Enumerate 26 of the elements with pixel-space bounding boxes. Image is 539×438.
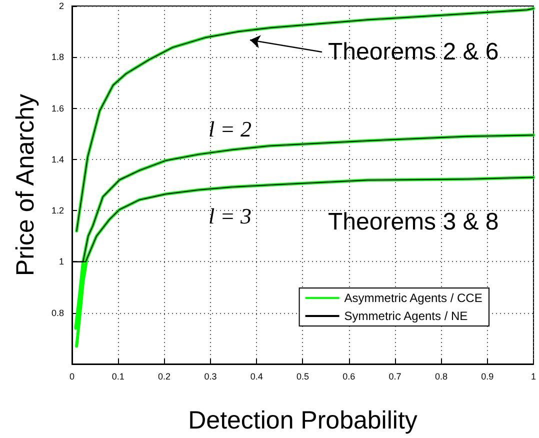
y-tick-label: 1.4 (51, 154, 64, 164)
annotation: Theorems 3 & 8 (328, 208, 499, 236)
x-tick-label: 0.2 (158, 372, 171, 382)
legend-label: Asymmetric Agents / CCE (344, 291, 482, 305)
annotation: l = 3 (208, 204, 252, 228)
x-axis-title: Detection Probability (188, 406, 418, 434)
x-tick-label: 0.5 (296, 372, 310, 382)
x-tick-label: 0 (69, 372, 75, 382)
x-tick-label: 0.6 (342, 372, 356, 382)
y-axis-title: Price of Anarchy (12, 93, 40, 276)
y-tick-label: 2 (58, 1, 64, 11)
y-tick-label: 1.2 (51, 206, 64, 216)
legend-label: Symmetric Agents / NE (344, 309, 468, 323)
x-tick-label: 1 (530, 372, 536, 382)
annotation: Theorems 2 & 6 (328, 38, 499, 66)
annotation: l = 2 (208, 116, 252, 142)
x-tick-label: 0.4 (250, 372, 263, 382)
x-tick-label: 0.1 (112, 372, 124, 382)
x-tick-label: 0.3 (204, 372, 217, 382)
y-tick-label: 1.6 (51, 103, 64, 114)
y-tick-label: 1 (58, 256, 64, 267)
x-tick-label: 0.9 (481, 372, 494, 382)
y-tick-label: 0.8 (51, 308, 64, 318)
x-tick-label: 0.8 (434, 372, 448, 382)
y-tick-label: 1.8 (51, 52, 64, 62)
x-tick-label: 0.7 (388, 372, 402, 382)
